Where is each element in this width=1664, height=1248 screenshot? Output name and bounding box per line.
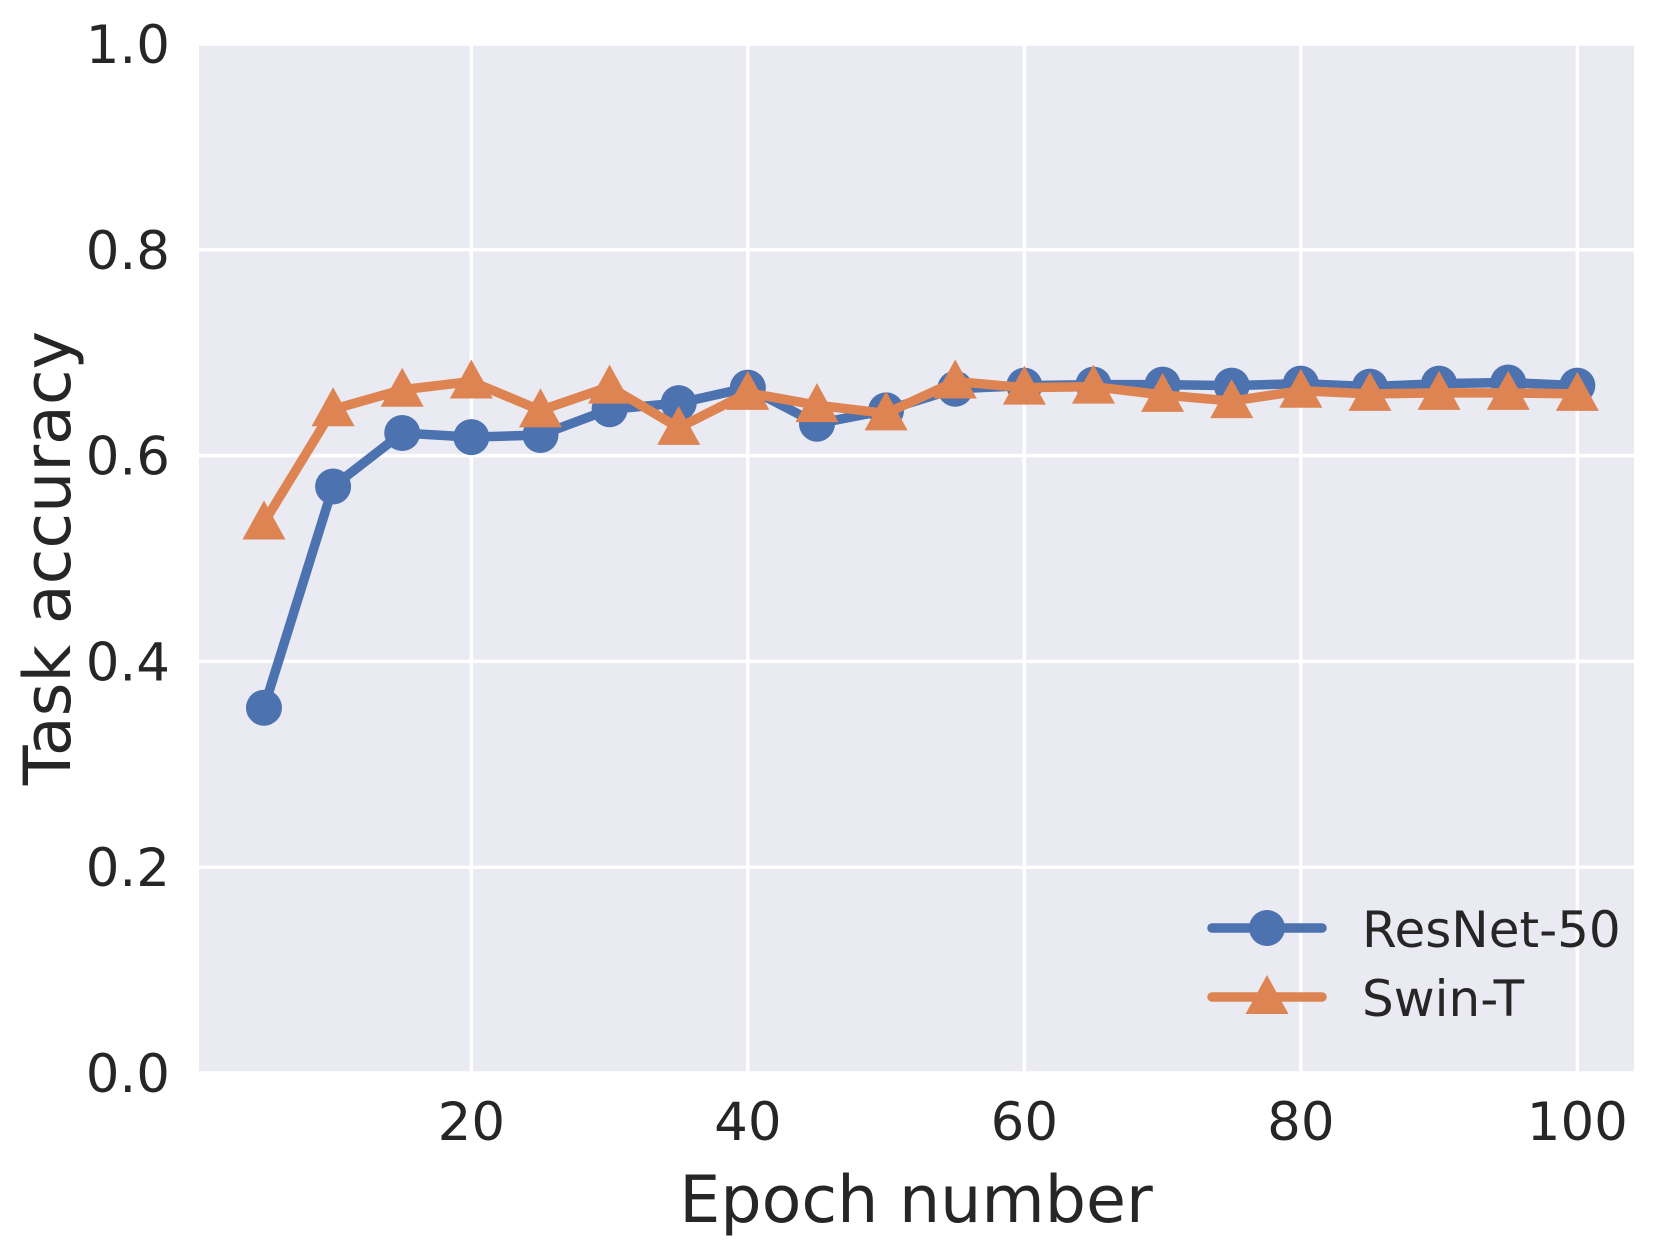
grid-layer <box>199 42 1634 1075</box>
marker-swin-t-epoch-60 <box>1002 365 1046 405</box>
x-axis-label: Epoch number <box>679 1163 1153 1238</box>
y-tick-label-0.8: 0.8 <box>86 221 170 282</box>
marker-swin-t-epoch-90 <box>1417 370 1461 410</box>
y-tick-label-0.0: 0.0 <box>86 1044 170 1105</box>
marker-swin-t-epoch-70 <box>1141 372 1185 412</box>
marker-swin-t-epoch-30 <box>588 364 632 404</box>
marker-swin-t-epoch-10 <box>311 387 355 427</box>
marker-swin-t-epoch-55 <box>933 359 977 399</box>
marker-swin-t-epoch-80 <box>1279 368 1323 408</box>
x-tick-labels: 20 40 60 80 100 <box>438 1092 1628 1153</box>
marker-swin-t-epoch-40 <box>726 370 770 410</box>
y-tick-label-0.6: 0.6 <box>86 427 170 488</box>
legend-marker-resnet-50 <box>1249 910 1285 946</box>
series-layer <box>242 359 1599 726</box>
marker-swin-t-epoch-95 <box>1486 370 1530 410</box>
y-tick-label-0.2: 0.2 <box>86 838 170 899</box>
legend-entry-resnet-50: ResNet-50 <box>1207 901 1621 959</box>
plot-area <box>199 44 1634 1073</box>
x-tick-label-80: 80 <box>1267 1092 1334 1153</box>
x-tick-label-20: 20 <box>438 1092 505 1153</box>
y-tick-label-0.4: 0.4 <box>86 632 170 693</box>
y-tick-label-1.0: 1.0 <box>86 15 170 76</box>
marker-swin-t-epoch-85 <box>1348 371 1392 411</box>
marker-swin-t-epoch-100 <box>1555 371 1599 411</box>
marker-swin-t-epoch-75 <box>1210 379 1254 419</box>
marker-swin-t-epoch-65 <box>1071 364 1115 404</box>
marker-swin-t-epoch-45 <box>795 383 839 423</box>
marker-resnet-50-epoch-20 <box>453 419 490 456</box>
series-swin-t <box>242 359 1599 540</box>
legend-entry-swin-t: Swin-T <box>1207 970 1525 1028</box>
plot-background-layer <box>199 44 1634 1073</box>
x-tick-label-40: 40 <box>714 1092 781 1153</box>
x-tick-label-100: 100 <box>1527 1092 1628 1153</box>
y-axis-label: Task accuracy <box>11 331 86 786</box>
legend-label-swin-t: Swin-T <box>1362 970 1525 1028</box>
marker-swin-t-epoch-25 <box>518 388 562 428</box>
y-tick-labels: 0.0 0.2 0.4 0.6 0.8 1.0 <box>86 15 170 1105</box>
x-tick-label-60: 60 <box>991 1092 1058 1153</box>
marker-swin-t-epoch-35 <box>657 405 701 445</box>
marker-swin-t-epoch-20 <box>449 359 493 399</box>
legend-marker-swin-t <box>1245 975 1289 1014</box>
marker-resnet-50-epoch-15 <box>384 414 421 451</box>
marker-resnet-50-epoch-5 <box>245 689 282 726</box>
marker-swin-t-epoch-15 <box>380 367 424 407</box>
marker-resnet-50-epoch-35 <box>660 385 697 422</box>
legend: ResNet-50 Swin-T <box>1207 901 1621 1028</box>
marker-swin-t-epoch-5 <box>242 500 286 540</box>
marker-swin-t-epoch-50 <box>864 391 908 431</box>
marker-resnet-50-epoch-10 <box>315 468 352 505</box>
legend-label-resnet-50: ResNet-50 <box>1362 901 1621 959</box>
